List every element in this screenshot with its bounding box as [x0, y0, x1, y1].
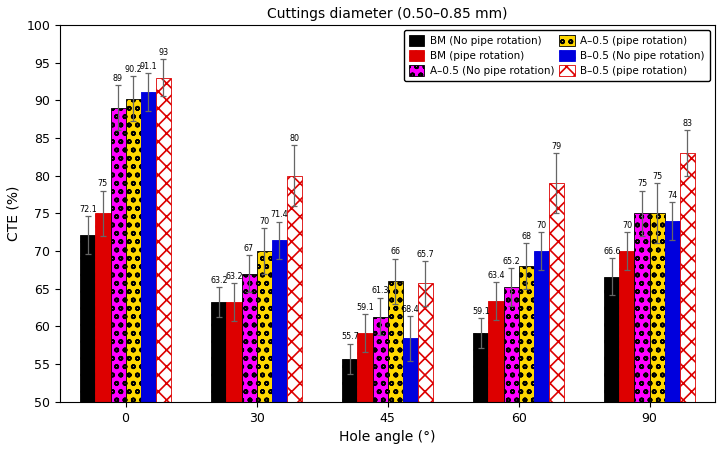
Text: 75: 75: [98, 179, 108, 189]
Bar: [665, 221, 679, 402]
Text: 65.7: 65.7: [417, 249, 434, 258]
Text: 66: 66: [390, 247, 400, 256]
Text: 90.2: 90.2: [124, 65, 142, 74]
Bar: [534, 251, 549, 402]
Text: 67: 67: [244, 244, 254, 253]
Bar: [80, 235, 95, 402]
Text: 83: 83: [682, 119, 692, 128]
Bar: [373, 317, 388, 402]
Y-axis label: CTE (%): CTE (%): [7, 186, 21, 241]
Bar: [635, 213, 650, 402]
Bar: [604, 276, 619, 402]
Text: 70: 70: [536, 221, 547, 230]
Bar: [95, 213, 110, 402]
Bar: [110, 108, 126, 402]
Text: 65.2: 65.2: [503, 257, 520, 266]
Bar: [342, 359, 357, 402]
Bar: [357, 333, 373, 402]
Text: 59.1: 59.1: [472, 307, 490, 316]
Bar: [242, 274, 256, 402]
Text: 89: 89: [113, 74, 123, 83]
Text: 75: 75: [637, 179, 647, 189]
Text: 55.7: 55.7: [341, 332, 359, 341]
Text: 91.1: 91.1: [139, 62, 157, 71]
Text: 70: 70: [259, 217, 269, 226]
Text: 70: 70: [622, 221, 632, 230]
Text: 74: 74: [667, 191, 677, 200]
Title: Cuttings diameter (0.50–0.85 mm): Cuttings diameter (0.50–0.85 mm): [267, 7, 508, 21]
Bar: [212, 302, 227, 402]
Bar: [619, 251, 635, 402]
Legend: BM (No pipe rotation), BM (pipe rotation), A–0.5 (No pipe rotation), A–0.5 (pipe: BM (No pipe rotation), BM (pipe rotation…: [404, 30, 710, 82]
Text: 59.1: 59.1: [356, 303, 374, 312]
Bar: [388, 281, 403, 402]
Bar: [256, 251, 271, 402]
Bar: [287, 175, 302, 402]
Text: 61.3: 61.3: [371, 286, 388, 295]
Bar: [518, 266, 534, 402]
Text: 75: 75: [652, 172, 662, 181]
Text: 79: 79: [551, 142, 561, 151]
Text: 80: 80: [290, 134, 299, 143]
Bar: [503, 287, 518, 402]
Bar: [227, 302, 242, 402]
Bar: [489, 301, 503, 402]
Text: 93: 93: [158, 47, 168, 56]
Bar: [156, 78, 171, 402]
X-axis label: Hole angle (°): Hole angle (°): [339, 430, 436, 444]
Text: 68: 68: [521, 232, 531, 241]
Bar: [403, 338, 418, 402]
Bar: [549, 183, 564, 402]
Text: 71.4: 71.4: [270, 210, 288, 219]
Text: 58.4: 58.4: [401, 304, 419, 313]
Bar: [141, 92, 156, 402]
Bar: [418, 283, 432, 402]
Text: 66.6: 66.6: [603, 247, 621, 256]
Text: 72.1: 72.1: [79, 205, 97, 214]
Bar: [679, 153, 695, 402]
Bar: [271, 240, 287, 402]
Text: 63.2: 63.2: [210, 276, 227, 285]
Bar: [126, 99, 141, 402]
Text: 63.2: 63.2: [225, 272, 243, 281]
Text: 63.4: 63.4: [487, 271, 505, 280]
Bar: [474, 333, 489, 402]
Bar: [650, 213, 665, 402]
